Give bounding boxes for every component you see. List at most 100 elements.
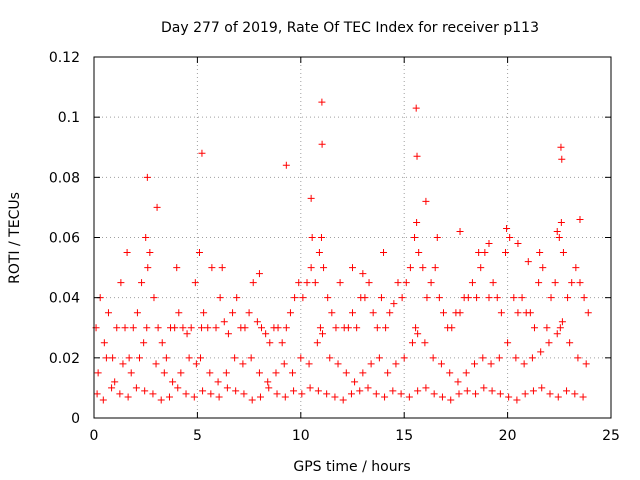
data-point — [558, 155, 566, 163]
data-point — [367, 360, 375, 368]
data-point — [539, 264, 547, 272]
data-point — [248, 396, 256, 404]
data-point — [169, 378, 177, 386]
data-point — [303, 279, 311, 287]
data-point — [397, 390, 405, 398]
data-point — [282, 324, 290, 332]
data-point — [526, 309, 534, 317]
data-point — [102, 354, 110, 362]
data-point — [339, 396, 347, 404]
data-point — [127, 369, 135, 377]
data-point — [342, 369, 350, 377]
data-point — [316, 324, 324, 332]
data-point — [328, 309, 336, 317]
data-point — [438, 393, 446, 401]
data-point — [216, 294, 224, 302]
data-point — [320, 264, 328, 272]
data-point — [140, 339, 148, 347]
data-point — [406, 264, 414, 272]
data-point — [456, 227, 464, 235]
data-point — [381, 393, 389, 401]
data-point — [253, 318, 261, 326]
data-point — [274, 324, 282, 332]
data-point — [571, 390, 579, 398]
x-tick-label: 0 — [90, 428, 99, 444]
data-point — [347, 390, 355, 398]
data-point — [124, 393, 132, 401]
data-point — [547, 294, 555, 302]
x-tick-label: 25 — [602, 428, 620, 444]
chart-title: Day 277 of 2019, Rate Of TEC Index for r… — [161, 20, 539, 36]
data-point — [224, 330, 232, 338]
data-point — [372, 390, 380, 398]
data-point — [518, 294, 526, 302]
data-point — [331, 393, 339, 401]
data-point — [351, 378, 359, 386]
data-point — [198, 149, 206, 157]
data-point — [307, 264, 315, 272]
data-point — [326, 354, 334, 362]
data-point — [524, 258, 532, 266]
data-point — [299, 294, 307, 302]
data-point — [554, 393, 562, 401]
data-point — [433, 234, 441, 241]
data-point — [356, 387, 364, 395]
data-point — [545, 339, 553, 347]
data-point — [173, 264, 181, 272]
data-point — [152, 360, 160, 368]
data-point — [93, 390, 101, 398]
data-point — [462, 369, 470, 377]
data-point — [582, 360, 590, 368]
data-point — [318, 98, 326, 106]
data-point — [116, 390, 124, 398]
data-point — [315, 249, 323, 257]
data-point — [412, 324, 420, 332]
data-point — [503, 224, 511, 232]
data-point — [454, 378, 462, 386]
data-point — [290, 387, 298, 395]
data-point — [319, 330, 327, 338]
data-point — [431, 264, 439, 272]
data-point — [497, 309, 505, 317]
data-point — [192, 360, 200, 368]
data-point — [394, 279, 402, 287]
grid-lines — [94, 57, 611, 418]
data-point — [141, 387, 149, 395]
data-point — [435, 294, 443, 302]
data-point — [557, 218, 565, 226]
y-axis-label: ROTI / TECUs — [7, 192, 23, 284]
data-point — [121, 324, 129, 332]
data-point — [119, 360, 127, 368]
data-point — [297, 354, 305, 362]
data-point — [493, 294, 501, 302]
data-point — [334, 360, 342, 368]
x-tick-label: 5 — [193, 428, 202, 444]
data-point — [240, 390, 248, 398]
data-point — [286, 309, 294, 317]
x-tick-label: 10 — [292, 428, 310, 444]
data-point — [162, 354, 170, 362]
data-point — [195, 249, 203, 257]
data-point — [125, 354, 133, 362]
data-point — [414, 330, 422, 338]
x-axis-ticks: 0 5 10 15 20 25 — [90, 57, 620, 444]
data-point — [212, 324, 220, 332]
data-point — [390, 300, 398, 308]
data-point — [220, 318, 228, 326]
data-point — [402, 279, 410, 287]
data-point — [191, 279, 199, 287]
data-point — [142, 234, 150, 241]
data-point — [273, 390, 281, 398]
data-point — [446, 369, 454, 377]
data-point — [94, 369, 102, 377]
data-point — [308, 234, 316, 241]
data-point — [477, 264, 485, 272]
data-point — [413, 152, 421, 160]
y-tick-label: 0.12 — [49, 50, 80, 66]
data-point — [528, 354, 536, 362]
data-point — [280, 360, 288, 368]
data-point — [282, 161, 290, 169]
data-point — [398, 294, 406, 302]
data-point — [468, 279, 476, 287]
y-tick-label: 0.02 — [49, 351, 80, 367]
